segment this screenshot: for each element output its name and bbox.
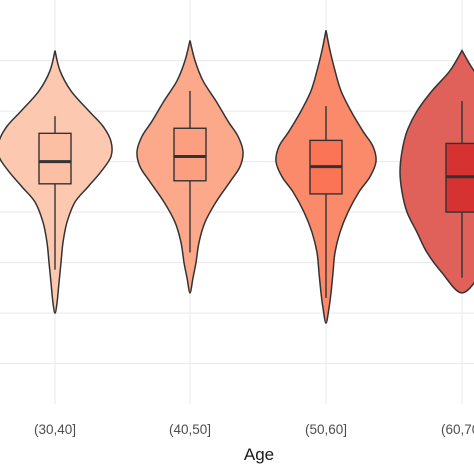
violin-group bbox=[275, 30, 377, 324]
x-tick-labels: (30,40] (40,50] (50,60] (60,70] bbox=[34, 422, 474, 437]
x-tick-label: (60,70] bbox=[441, 422, 474, 437]
x-tick-label: (40,50] bbox=[169, 422, 211, 437]
violin-shape bbox=[399, 49, 474, 294]
violin-layer bbox=[0, 30, 474, 324]
x-tick-label: (50,60] bbox=[305, 422, 347, 437]
box-iqr bbox=[173, 127, 207, 182]
box-iqr bbox=[38, 132, 72, 185]
violin-group bbox=[136, 40, 244, 294]
x-axis-title: Age bbox=[244, 445, 274, 464]
x-tick-label: (30,40] bbox=[34, 422, 76, 437]
violin-group bbox=[399, 49, 474, 294]
violin-group bbox=[0, 50, 113, 314]
